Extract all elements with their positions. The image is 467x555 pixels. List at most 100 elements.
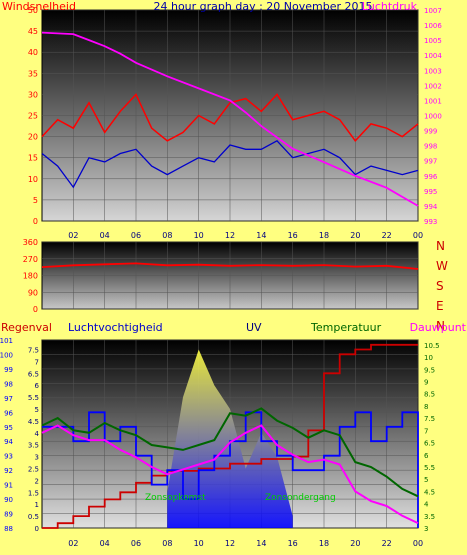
uv-y-tick: 2.5 [28,466,39,474]
uv-y-tick: 0.5 [28,513,39,521]
compass-letter: N [436,239,445,253]
humidity-y-axis-ticks: 88 89 90 91 92 93 94 95 96 97 98 99 100 101 [0,337,14,533]
pressure-line [41,31,419,207]
temperature-y-tick: 3 [424,525,428,533]
wind-gridlines [42,9,419,222]
temperature-y-tick: 3.5 [424,513,435,521]
climate-x-axis-ticks: 02 04 06 08 10 12 14 16 18 20 22 00 [68,539,423,548]
uv-y-tick: 7.5 [28,347,39,355]
wind-y-tick: 10 [28,175,38,184]
uv-y-tick: 3.5 [28,442,39,450]
climate-x-tick: 04 [100,539,110,548]
humidity-y-tick: 100 [0,351,13,359]
climate-x-tick: 00 [413,539,423,548]
uv-y-tick: 6 [35,382,40,390]
uv-y-tick: 5 [35,406,39,414]
humidity-y-tick: 88 [4,525,13,533]
humidity-y-tick: 98 [4,380,13,388]
humidity-y-tick: 89 [4,511,13,519]
climate-x-tick: 20 [350,539,360,548]
uv-label: UV [246,321,262,334]
uv-y-tick: 3 [35,454,39,462]
wind-y-tick: 35 [28,69,38,78]
direction-y-tick: 360 [23,238,38,247]
temperature-y-tick: 4.5 [424,488,435,496]
direction-y-tick: 0 [33,305,38,314]
pressure-y-tick: 995 [424,188,437,196]
temperature-y-tick: 8 [424,403,428,411]
wind-direction-line [41,262,419,270]
temperature-y-tick: 4 [424,501,429,509]
humidity-y-tick: 96 [4,409,13,417]
wind-x-tick: 16 [288,231,298,240]
wind-y-tick: 5 [33,196,38,205]
sunrise-annotation: Zonsopkomst [145,493,206,503]
chart-title: 24 hour graph day : 20 November 2015 [153,0,372,13]
compass-letter: W [436,259,448,273]
uv-y-tick: 4.5 [28,418,39,426]
humidity-y-tick: 90 [4,496,13,504]
direction-y-axis-ticks: 0 90 180 270 360 [23,238,38,314]
wind-y-tick: 15 [28,154,38,163]
climate-x-tick: 22 [382,539,392,548]
uv-y-tick: 1 [35,501,39,509]
temperature-y-tick: 6.5 [424,440,435,448]
wind-y-axis-ticks: 0 5 10 15 20 25 30 35 40 45 50 [28,6,38,226]
temperature-y-tick: 6 [424,452,429,460]
pressure-y-tick: 1007 [424,7,442,15]
climate-x-tick: 02 [68,539,78,548]
dewpoint-line [41,424,419,525]
temperature-y-tick: 5.5 [424,464,435,472]
humidity-y-tick: 97 [4,395,13,403]
climate-x-tick: 10 [194,539,204,548]
direction-gridlines [42,241,419,310]
wind-x-tick: 20 [350,231,360,240]
temperature-y-tick: 10.5 [424,342,440,350]
temperature-y-tick: 8.5 [424,391,435,399]
temperature-label: Temperatuur [310,321,382,334]
climate-x-tick: 06 [131,539,141,548]
temperature-y-tick: 9 [424,379,428,387]
uv-y-tick: 4 [35,430,40,438]
temperature-y-tick: 5 [424,476,428,484]
pressure-y-tick: 1006 [424,22,442,30]
direction-y-tick: 180 [23,272,38,281]
direction-series [41,262,419,270]
wind-x-tick: 02 [68,231,78,240]
climate-x-tick: 08 [162,539,172,548]
wind-y-tick: 50 [28,6,38,15]
pressure-y-tick: 996 [424,173,438,181]
gust-line [41,93,419,142]
pressure-y-tick: 1001 [424,97,442,105]
climate-x-tick: 12 [225,539,235,548]
rain-line [42,343,418,529]
wind-x-tick: 22 [382,231,392,240]
wind-y-tick: 40 [28,48,38,57]
wind-y-tick: 25 [28,112,38,121]
humidity-label: Luchtvochtigheid [68,321,163,334]
uv-y-tick: 1.5 [28,489,39,497]
pressure-axis-label: Luchtdruk [362,0,418,13]
uv-y-tick: 7 [35,358,39,366]
compass-letter: S [436,279,444,293]
pressure-y-tick: 1004 [424,52,442,60]
wind-x-tick: 04 [100,231,110,240]
humidity-y-tick: 93 [4,453,13,461]
humidity-y-tick: 92 [4,467,13,475]
climate-x-tick: 18 [319,539,329,548]
direction-y-tick: 90 [28,288,38,297]
pressure-y-axis-ticks: 993 994 995 996 997 998 999 1000 1001 1002 1003 100… [424,7,442,226]
temperature-y-tick: 7.5 [424,415,435,423]
wind-x-tick: 10 [194,231,204,240]
uv-y-tick: 0 [35,525,39,533]
wind-x-tick: 18 [319,231,329,240]
wind-x-tick: 06 [131,231,141,240]
pressure-y-tick: 997 [424,158,437,166]
temperature-y-tick: 7 [424,427,428,435]
pressure-y-tick: 993 [424,218,437,226]
temperature-y-tick: 10 [424,354,433,362]
pressure-y-tick: 1003 [424,67,442,75]
uv-y-tick: 2 [35,477,39,485]
